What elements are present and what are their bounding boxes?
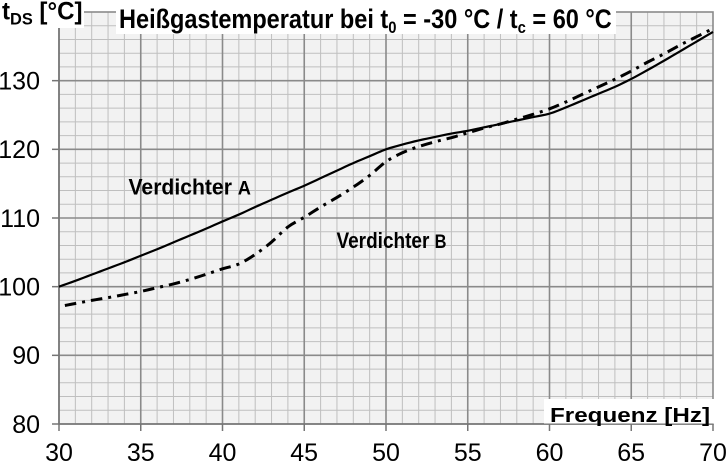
svg-text:30: 30 — [45, 439, 73, 463]
svg-text:40: 40 — [209, 439, 237, 463]
svg-text:Frequenz [Hz]: Frequenz [Hz] — [550, 405, 710, 427]
svg-text:Verdichter A: Verdichter A — [129, 175, 252, 200]
svg-text:60: 60 — [536, 439, 564, 463]
svg-text:70: 70 — [699, 439, 727, 463]
svg-text:Heißgastemperatur bei t0 = -30: Heißgastemperatur bei t0 = -30 °C / tc =… — [119, 5, 612, 38]
svg-text:80: 80 — [12, 411, 40, 439]
svg-text:50: 50 — [372, 439, 400, 463]
svg-text:Verdichter B: Verdichter B — [337, 228, 447, 253]
svg-text:130: 130 — [0, 68, 40, 96]
svg-text:120: 120 — [0, 136, 40, 164]
svg-text:45: 45 — [290, 439, 318, 463]
svg-text:65: 65 — [617, 439, 645, 463]
svg-text:110: 110 — [0, 205, 40, 233]
svg-text:100: 100 — [0, 274, 40, 302]
svg-text:55: 55 — [454, 439, 482, 463]
svg-text:35: 35 — [127, 439, 155, 463]
svg-text:90: 90 — [12, 342, 40, 370]
